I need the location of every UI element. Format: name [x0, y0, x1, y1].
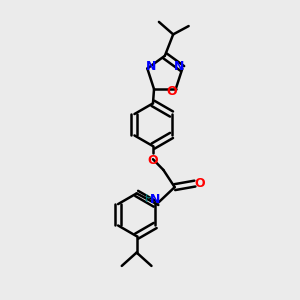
Text: H: H — [145, 194, 154, 204]
Text: O: O — [166, 85, 177, 98]
Text: O: O — [194, 177, 205, 190]
Text: N: N — [174, 60, 184, 73]
Text: N: N — [150, 193, 160, 206]
Text: N: N — [146, 60, 156, 73]
Text: O: O — [148, 154, 158, 167]
